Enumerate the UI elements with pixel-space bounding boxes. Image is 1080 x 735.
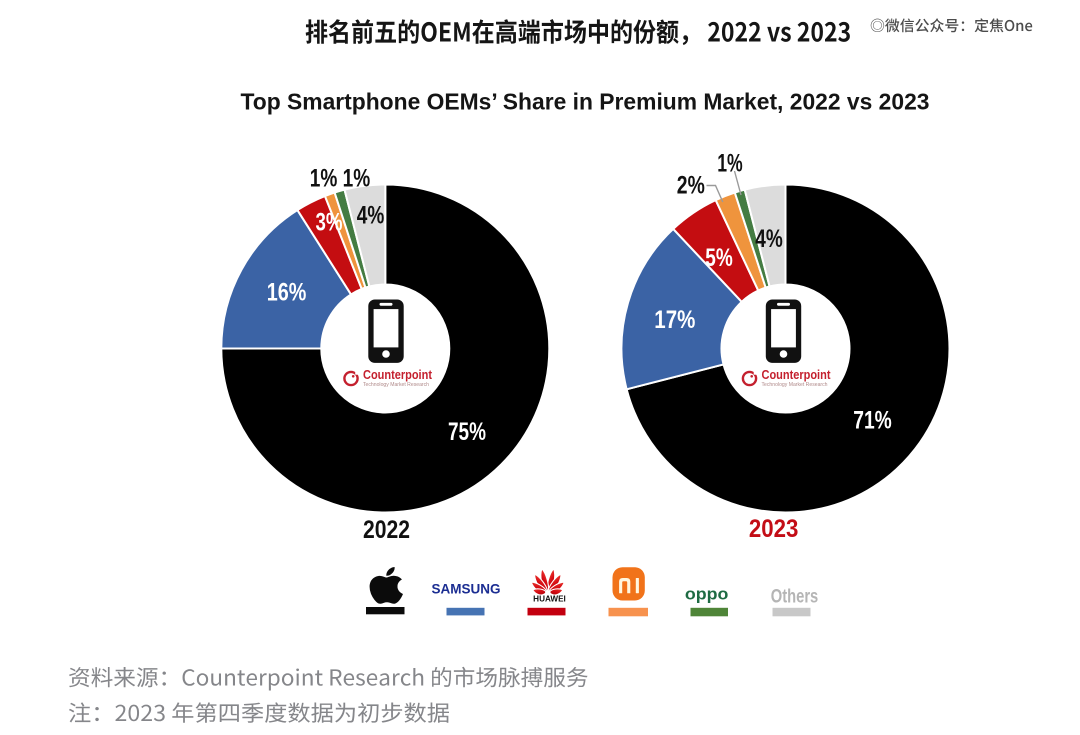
svg-text:1% 1%: 1% 1% — [310, 165, 371, 193]
svg-text:71%: 71% — [853, 407, 892, 435]
svg-text:4%: 4% — [357, 202, 385, 230]
svg-text:75%: 75% — [448, 418, 486, 446]
svg-text:2022: 2022 — [363, 516, 410, 544]
svg-text:Technology Market Research: Technology Market Research — [762, 382, 828, 388]
svg-text:Technology Market Research: Technology Market Research — [363, 382, 429, 388]
svg-text:3%: 3% — [316, 209, 343, 237]
svg-text:1%: 1% — [717, 150, 743, 178]
svg-text:17%: 17% — [654, 306, 695, 334]
svg-text:Counterpoint: Counterpoint — [762, 367, 831, 382]
svg-text:SAMSUNG: SAMSUNG — [432, 581, 501, 596]
svg-text:2023: 2023 — [749, 515, 799, 543]
svg-text:oppo: oppo — [685, 585, 729, 604]
svg-text:5%: 5% — [705, 244, 733, 272]
svg-text:HUAWEI: HUAWEI — [533, 595, 566, 604]
svg-text:Others: Others — [771, 586, 819, 608]
svg-text:Top Smartphone OEMs’ Share in: Top Smartphone OEMs’ Share in Premium Ma… — [241, 89, 930, 115]
svg-text:2%: 2% — [677, 172, 705, 200]
svg-text:Counterpoint: Counterpoint — [363, 367, 432, 382]
svg-text:4%: 4% — [755, 225, 783, 253]
svg-text:16%: 16% — [267, 279, 307, 307]
